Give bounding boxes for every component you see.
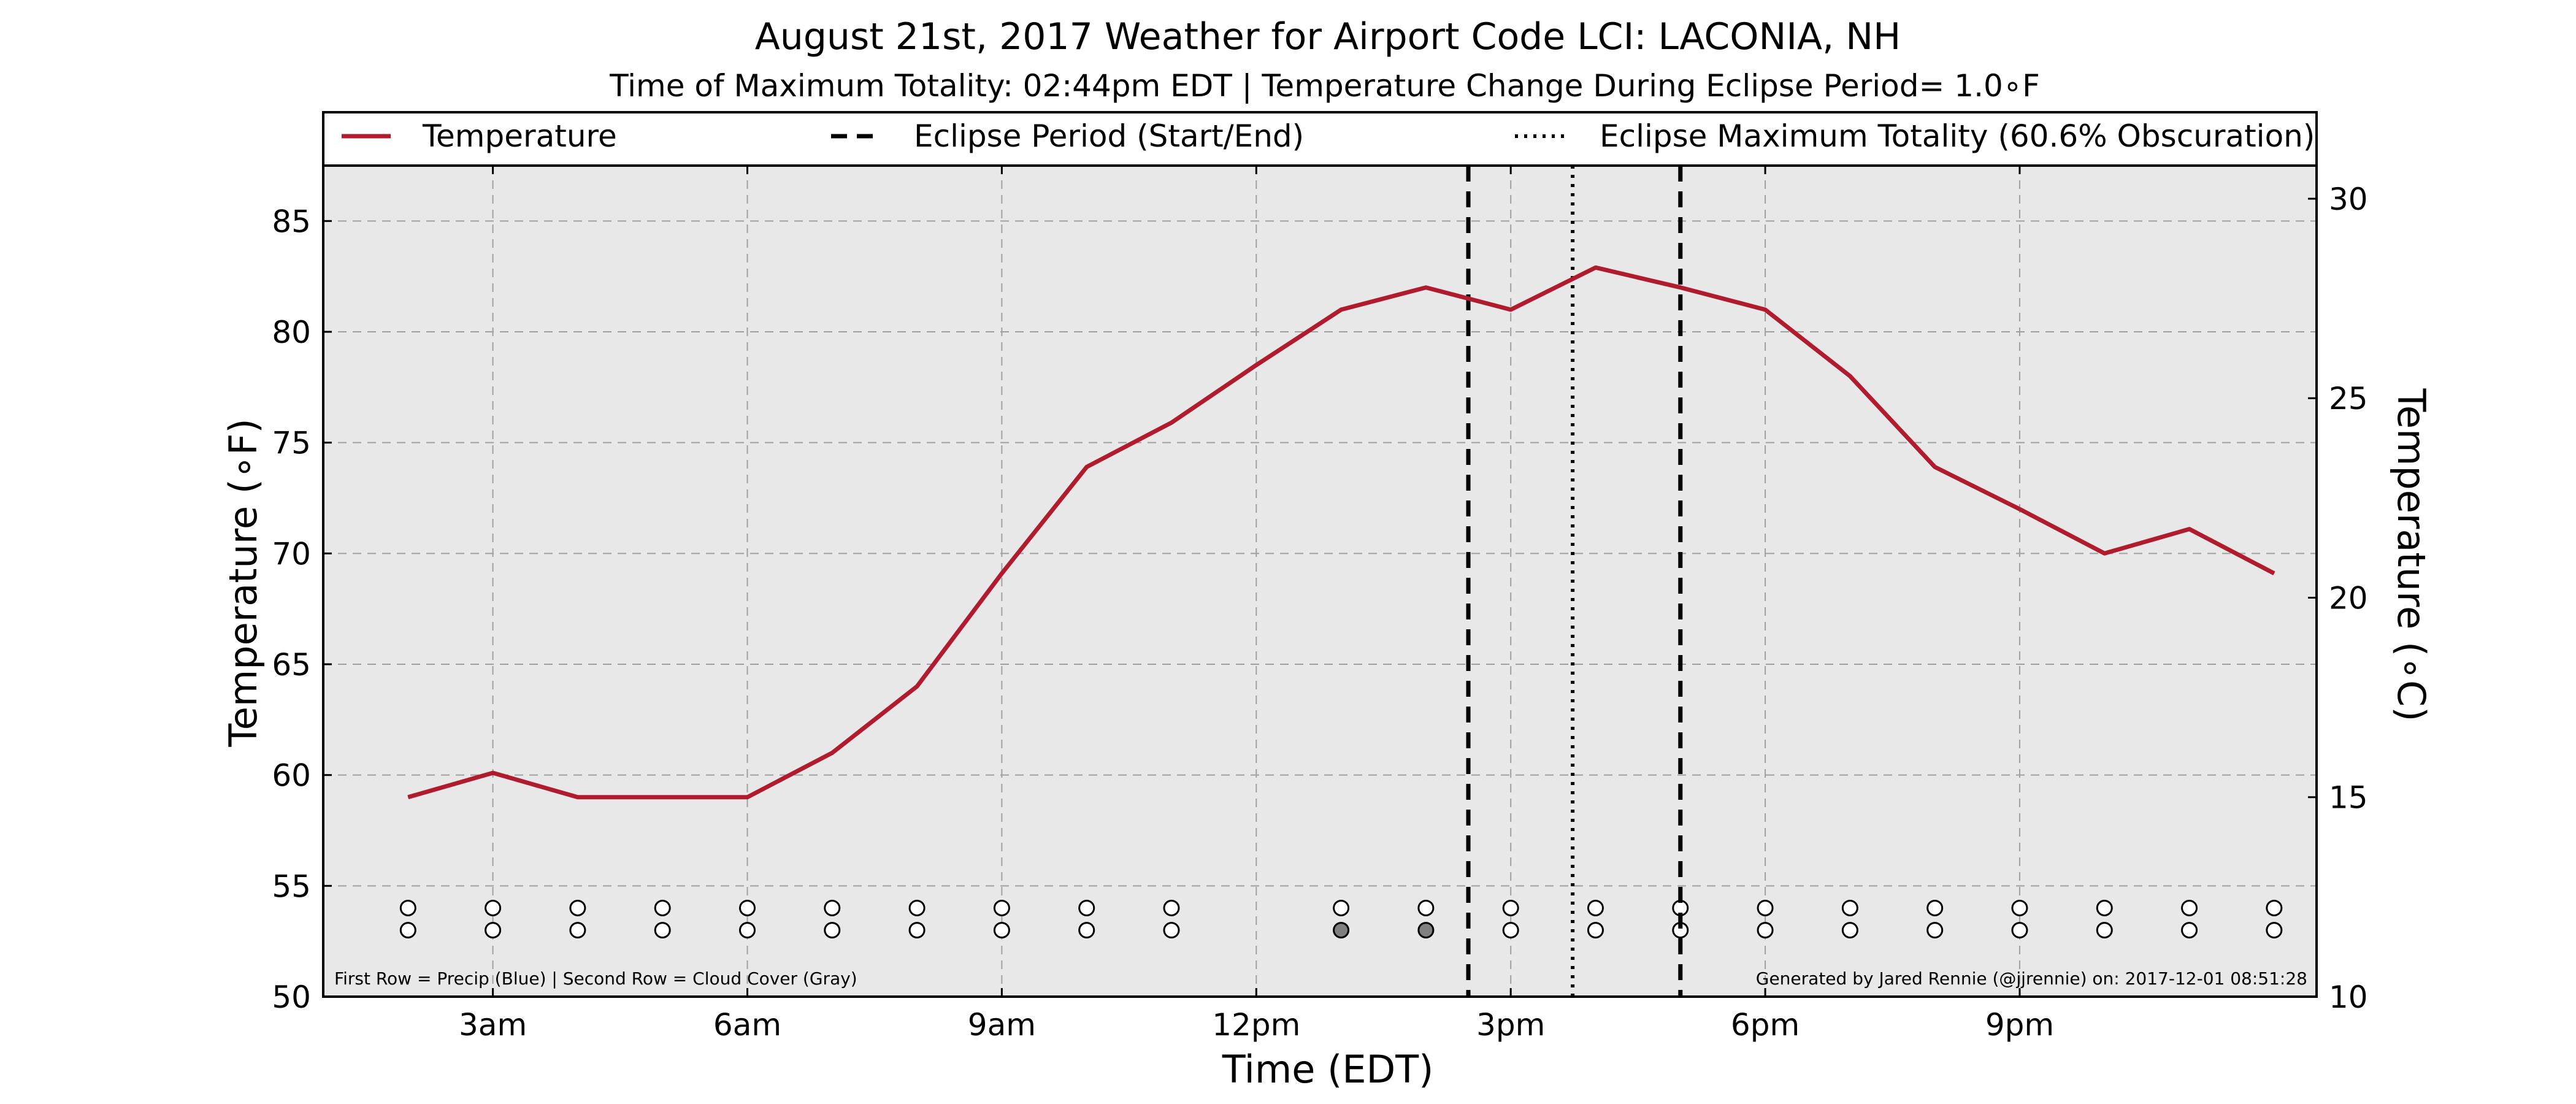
plot-area xyxy=(323,166,2317,997)
temperature-point xyxy=(1595,267,1596,268)
temperature-point xyxy=(1425,287,1427,288)
cloud-cover-marker xyxy=(908,922,926,939)
y-tick-label: 55 xyxy=(272,868,311,904)
precip-marker xyxy=(1163,899,1180,916)
precip-marker xyxy=(569,899,586,916)
y-axis-label-right: Temperature (∘C) xyxy=(2389,388,2434,722)
cloud-cover-marker xyxy=(1757,922,1774,939)
cloud-cover-marker xyxy=(654,922,671,939)
temperature-point xyxy=(1680,287,1681,288)
precip-marker xyxy=(1078,899,1095,916)
x-tick-label: 9pm xyxy=(1985,1007,2054,1043)
cloud-cover-marker xyxy=(1502,922,1519,939)
y-tick-label: 60 xyxy=(272,758,311,794)
precip-marker xyxy=(2011,899,2028,916)
precip-marker xyxy=(1926,899,1944,916)
precip-cloud-markers xyxy=(399,899,2283,939)
legend-box xyxy=(322,111,2318,167)
legend: Temperature Eclipse Period (Start/End) E… xyxy=(322,111,2318,167)
precip-marker xyxy=(485,899,502,916)
cloud-cover-marker xyxy=(1587,922,1604,939)
precip-marker xyxy=(654,899,671,916)
precip-marker xyxy=(1502,899,1519,916)
y-axis-ticks: 50 55 60 65 70 75 80 85 xyxy=(272,204,332,1015)
x-tick-label: 9am xyxy=(968,1007,1036,1043)
cloud-cover-marker xyxy=(738,922,756,939)
precip-marker xyxy=(908,899,926,916)
precip-marker xyxy=(1333,899,1350,916)
x-tick-label: 3pm xyxy=(1476,1007,1545,1043)
cloud-cover-marker xyxy=(2011,922,2028,939)
y-axis-label: Temperature (∘F) xyxy=(221,418,266,747)
y-tick-label: 50 xyxy=(272,979,311,1015)
footnote-right: Generated by Jared Rennie (@jjrennie) on… xyxy=(1756,968,2307,989)
x-tick-label: 3am xyxy=(459,1007,527,1043)
cloud-cover-marker xyxy=(2096,922,2113,939)
y-right-tick-label: 20 xyxy=(2329,580,2368,616)
x-tick-label: 6am xyxy=(713,1007,781,1043)
cloud-cover-marker xyxy=(1841,922,1858,939)
cloud-cover-marker xyxy=(993,922,1010,939)
chart-subtitle: Time of Maximum Totality: 02:44pm EDT | … xyxy=(609,68,2040,104)
y-right-tick-label: 25 xyxy=(2329,381,2368,416)
footnote-left: First Row = Precip (Blue) | Second Row =… xyxy=(334,968,857,989)
precip-marker xyxy=(993,899,1010,916)
cloud-cover-marker xyxy=(1163,922,1180,939)
y-axis-right-ticks: 10 15 20 25 30 xyxy=(2308,182,2368,1015)
cloud-cover-marker xyxy=(2266,922,2283,939)
cloud-cover-marker xyxy=(1417,922,1435,939)
temperature-point xyxy=(2019,508,2020,510)
x-axis-label: Time (EDT) xyxy=(1222,1047,1434,1092)
cloud-cover-marker xyxy=(2181,922,2198,939)
y-tick-label: 70 xyxy=(272,536,311,572)
temperature-series xyxy=(407,265,2275,800)
legend-label-temperature: Temperature xyxy=(422,118,617,154)
legend-label-eclipse-period: Eclipse Period (Start/End) xyxy=(914,118,1304,154)
chart-title: August 21st, 2017 Weather for Airport Co… xyxy=(755,15,1901,58)
y-right-tick-label: 15 xyxy=(2329,780,2368,816)
precip-marker xyxy=(1841,899,1858,916)
cloud-cover-marker xyxy=(824,922,841,939)
y-tick-label: 85 xyxy=(272,204,311,239)
cloud-cover-marker xyxy=(569,922,586,939)
temperature-point xyxy=(1255,364,1257,366)
legend-label-max-totality: Eclipse Maximum Totality (60.6% Obscurat… xyxy=(1600,118,2315,154)
precip-marker xyxy=(2096,899,2113,916)
eclipse-lines xyxy=(1466,166,1683,997)
precip-marker xyxy=(1417,899,1435,916)
x-axis-ticks: 3am 6am 9am 12pm 3pm 6pm 9pm xyxy=(459,166,2054,1043)
precip-marker xyxy=(1587,899,1604,916)
precip-marker xyxy=(399,899,416,916)
x-tick-label: 6pm xyxy=(1731,1007,1800,1043)
temperature-point xyxy=(916,686,918,687)
x-tick-label: 12pm xyxy=(1212,1007,1300,1043)
cloud-cover-marker xyxy=(485,922,502,939)
grid xyxy=(323,166,2317,997)
temperature-point xyxy=(1765,309,1766,310)
cloud-cover-marker xyxy=(1333,922,1350,939)
precip-marker xyxy=(2181,899,2198,916)
y-right-tick-label: 30 xyxy=(2329,182,2368,217)
cloud-cover-marker xyxy=(1078,922,1095,939)
precip-marker xyxy=(1757,899,1774,916)
cloud-cover-marker xyxy=(1926,922,1944,939)
y-tick-label: 65 xyxy=(272,647,311,683)
y-tick-label: 75 xyxy=(272,426,311,461)
cloud-cover-marker xyxy=(399,922,416,939)
precip-marker xyxy=(738,899,756,916)
precip-marker xyxy=(824,899,841,916)
y-right-tick-label: 10 xyxy=(2329,979,2368,1015)
precip-marker xyxy=(2266,899,2283,916)
temperature-point xyxy=(2104,553,2105,554)
y-tick-label: 80 xyxy=(272,315,311,350)
